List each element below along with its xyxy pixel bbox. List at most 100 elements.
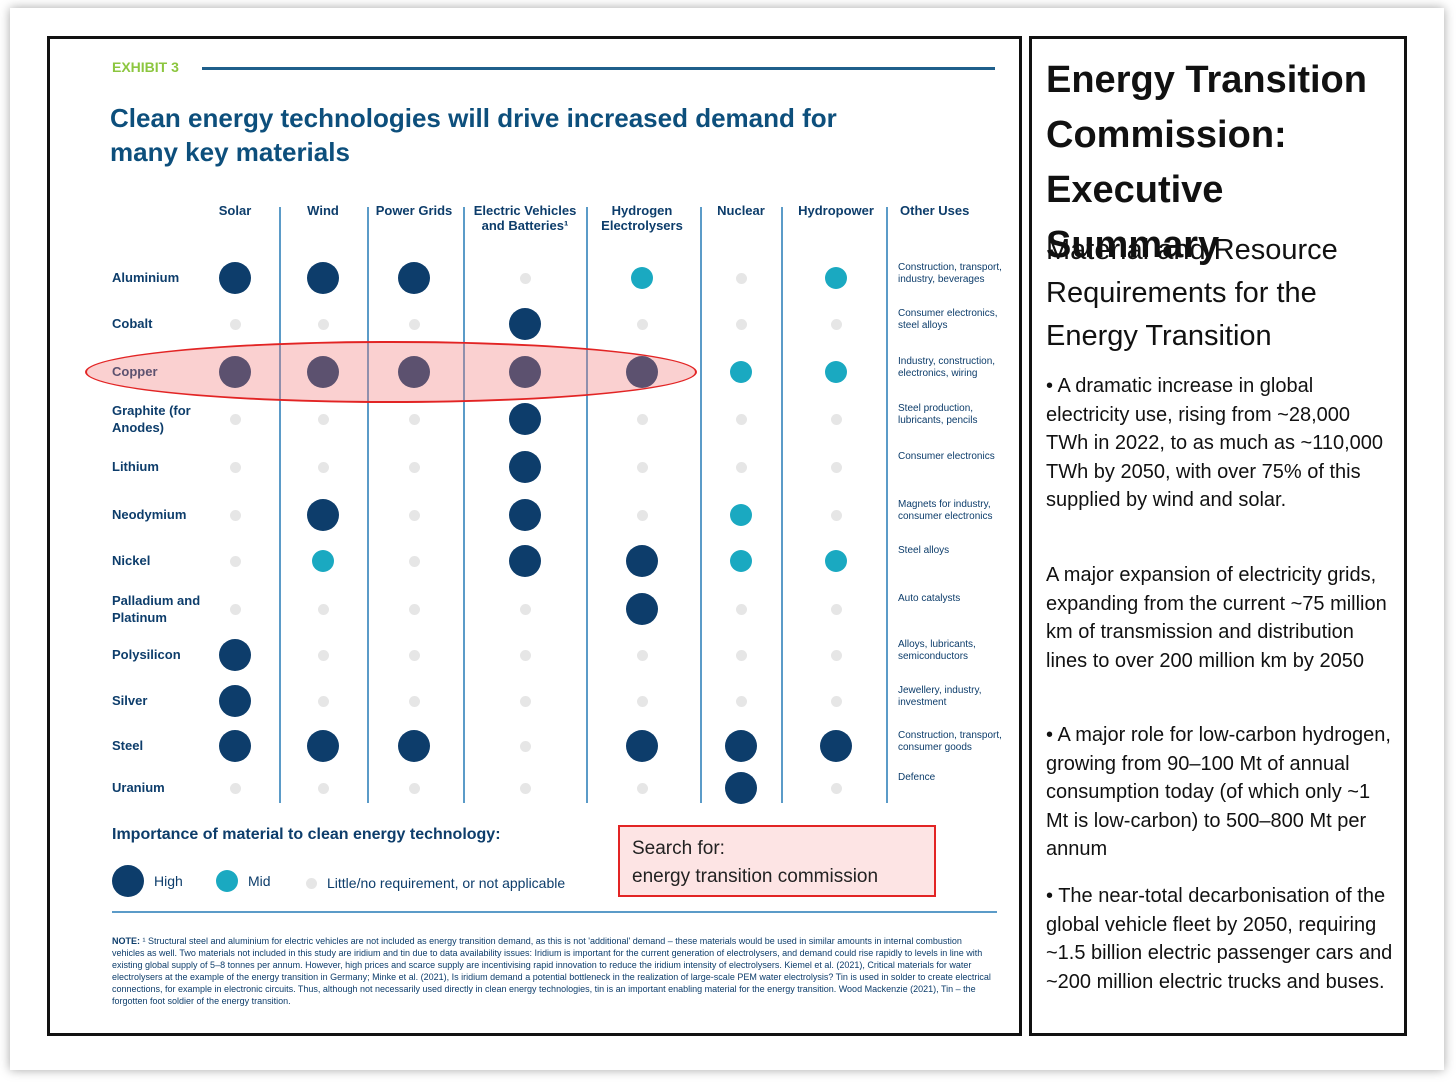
legend-low: Little/no requirement, or not applicable [306,875,565,891]
importance-dot-high [219,685,251,717]
search-hint-line1: Search for: [632,838,725,859]
row-label: Nickel [112,553,151,568]
exhibit-rule [202,67,995,70]
other-uses-text: Industry, construction, electronics, wir… [898,356,996,379]
summary-panel: Energy Transition Commission: Executive … [1029,36,1407,1036]
importance-dot-low [830,782,842,794]
other-uses-text: Alloys, lubricants, semiconductors [898,639,976,662]
summary-point-electricity: • A dramatic increase in global electric… [1046,375,1384,511]
importance-dot-low [229,413,241,425]
row-label: Uranium [112,780,165,795]
other-uses-text: Jewellery, industry, investment [898,685,982,708]
importance-dot-mid [730,504,752,526]
column-header: Wind [307,203,339,218]
legend-high-dot [112,865,144,897]
importance-dot-high [725,730,757,762]
importance-dot-low [229,603,241,615]
importance-dot-high [219,262,251,294]
importance-dot-low [317,603,329,615]
importance-dot-low [317,649,329,661]
importance-dot-low [317,461,329,473]
importance-dot-low [519,695,531,707]
importance-dot-high [820,730,852,762]
importance-dot-low [229,461,241,473]
summary-point-hydrogen: • A major role for low-carbon hydrogen, … [1046,724,1391,860]
importance-dot-mid [631,267,653,289]
note-label: NOTE: [112,936,140,946]
importance-dot-low [830,318,842,330]
legend-low-dot [306,877,317,889]
row-label: Silver [112,693,148,708]
importance-dot-low [830,649,842,661]
importance-dot-low [636,413,648,425]
footnote: NOTE: ¹ Structural steel and aluminium f… [112,935,992,1007]
importance-dot-mid [312,550,334,572]
importance-dot-low [735,272,747,284]
importance-dot-low [636,695,648,707]
column-divider [886,207,888,803]
row-label: Aluminium [112,270,180,285]
row-label: Steel [112,738,144,753]
other-uses-text: Consumer electronics, steel alloys [898,308,998,331]
importance-dot-low [229,555,241,567]
importance-dot-low [830,461,842,473]
column-header: Hydropower [798,203,874,218]
note-text: ¹ Structural steel and aluminium for ele… [112,936,991,1006]
importance-dot-low [229,509,241,521]
importance-dot-high [219,639,251,671]
legend-low-label: Little/no requirement, or not applicable [327,875,566,891]
summary-subtitle: Material and Resource Requirements for t… [1046,234,1338,352]
importance-dot-low [636,318,648,330]
other-uses-text: Construction, transport, industry, bever… [898,262,1002,285]
importance-dot-high [307,262,339,294]
exhibit-label: EXHIBIT 3 [112,59,179,75]
importance-dot-low [735,461,747,473]
importance-dot-high [307,499,339,531]
importance-dot-high [509,499,541,531]
legend-mid-label: Mid [248,873,271,889]
other-uses-text: Construction, transport, consumer goods [898,730,1002,753]
importance-dot-low [408,461,420,473]
importance-dot-low [636,649,648,661]
importance-dot-low [735,413,747,425]
importance-dot-low [519,603,531,615]
importance-dot-low [408,555,420,567]
importance-dot-low [317,695,329,707]
importance-dot-low [735,695,747,707]
importance-dot-high [626,545,658,577]
other-uses-text: Steel alloys [898,545,950,556]
importance-dot-low [408,695,420,707]
row-label: Graphite (for Anodes) [112,403,191,435]
row-label: Polysilicon [112,647,181,662]
other-uses-text: Auto catalysts [898,593,961,604]
importance-dot-low [830,413,842,425]
other-uses-text: Magnets for industry, consumer electroni… [898,499,993,522]
search-hint-box: Search for: energy transition commission [618,825,936,897]
column-divider [700,207,702,803]
other-uses-text: Defence [898,772,936,783]
importance-dot-low [830,603,842,615]
importance-dot-low [408,413,420,425]
importance-dot-low [519,649,531,661]
importance-dot-high [509,308,541,340]
importance-dot-low [636,509,648,521]
search-hint-line2: energy transition commission [632,866,879,887]
importance-dot-mid [825,361,847,383]
importance-dot-low [735,649,747,661]
row-label: Lithium [112,459,159,474]
importance-dot-high [398,262,430,294]
summary-point-grids: A major expansion of electricity grids, … [1046,564,1387,672]
other-uses-text: Steel production, lubricants, pencils [898,403,978,426]
note-rule [112,911,997,913]
importance-dot-high [626,593,658,625]
row-label: Neodymium [112,507,187,522]
importance-dot-low [519,782,531,794]
copper-highlight [85,341,697,403]
importance-dot-low [317,782,329,794]
column-divider [367,207,369,803]
importance-dot-low [830,695,842,707]
importance-dot-high [626,730,658,762]
importance-dot-high [509,403,541,435]
legend-mid-dot [216,870,238,892]
column-divider [586,207,588,803]
